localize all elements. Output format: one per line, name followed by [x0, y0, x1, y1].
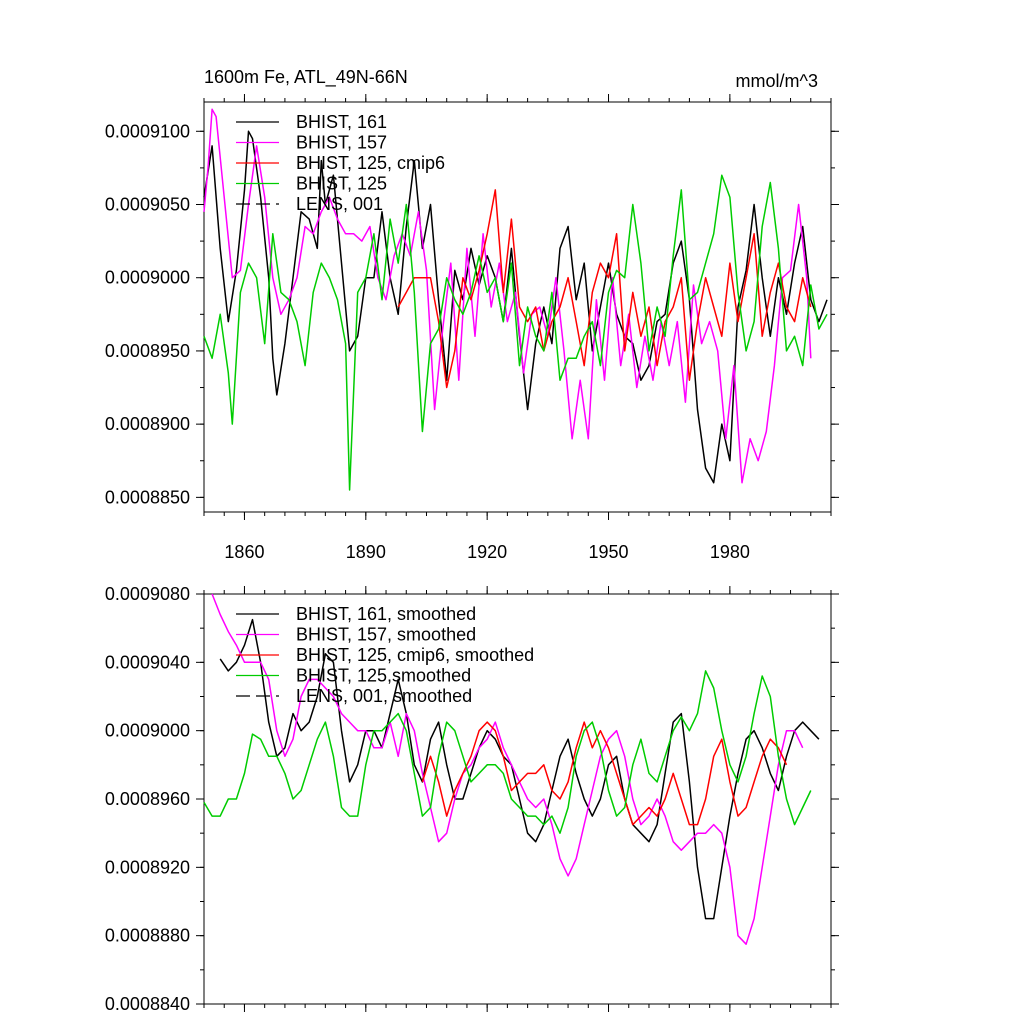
x-tick-label: 1980: [710, 542, 750, 562]
legend-label: BHIST, 125,smoothed: [296, 666, 471, 686]
legend-label: BHIST, 161: [296, 112, 387, 132]
series-line-bhist-125-smoothed: [203, 670, 812, 834]
y-tick-label: 0.0009000: [105, 721, 190, 741]
plot-frame: [203, 101, 832, 513]
legend-label: BHIST, 161, smoothed: [296, 604, 476, 624]
y-tick-label: 0.0009050: [105, 195, 190, 215]
x-tick-label: 1890: [346, 542, 386, 562]
series-line-bhist-125-cmip6: [397, 189, 812, 389]
y-tick-label: 0.0008950: [105, 341, 190, 361]
series-line-bhist-157-smoothed: [211, 593, 804, 945]
y-tick-label: 0.0009080: [105, 584, 190, 604]
y-tick-label: 0.0008920: [105, 857, 190, 877]
legend-label: BHIST, 125, cmip6: [296, 153, 445, 173]
series-line-bhist-125: [203, 174, 828, 491]
legend-label: LENS, 001, smoothed: [296, 686, 472, 706]
legend-label: LENS, 001: [296, 194, 383, 214]
chart-title-left: 1600m Fe, ATL_49N-66N: [204, 67, 408, 88]
y-tick-label: 0.0009100: [105, 121, 190, 141]
y-tick-label: 0.0009040: [105, 652, 190, 672]
y-tick-label: 0.0008880: [105, 926, 190, 946]
top-panel: 0.0008850 0.0008900 0.0008950 0.0009000 0.00…: [105, 94, 839, 562]
x-tick-label: 1950: [588, 542, 628, 562]
y-tick-label: 0.0009000: [105, 268, 190, 288]
x-tick-label: 1920: [467, 542, 507, 562]
legend-label: BHIST, 125, cmip6, smoothed: [296, 645, 534, 665]
legend-label: BHIST, 157, smoothed: [296, 625, 476, 645]
chart-units-label: mmol/m^3: [736, 71, 818, 91]
y-tick-label: 0.0008960: [105, 789, 190, 809]
legend-label: BHIST, 125: [296, 174, 387, 194]
y-tick-label: 0.0008900: [105, 414, 190, 434]
bottom-panel: 0.0008840 0.0008880 0.0008920 0.0008960 0.00…: [105, 584, 839, 1014]
y-tick-label: 0.0008850: [105, 487, 190, 507]
y-tick-label: 0.0008840: [105, 994, 190, 1014]
series-line-bhist-125-cmip6-smoothed: [421, 721, 788, 826]
legend-label: BHIST, 157: [296, 133, 387, 153]
x-tick-label: 1860: [224, 542, 264, 562]
